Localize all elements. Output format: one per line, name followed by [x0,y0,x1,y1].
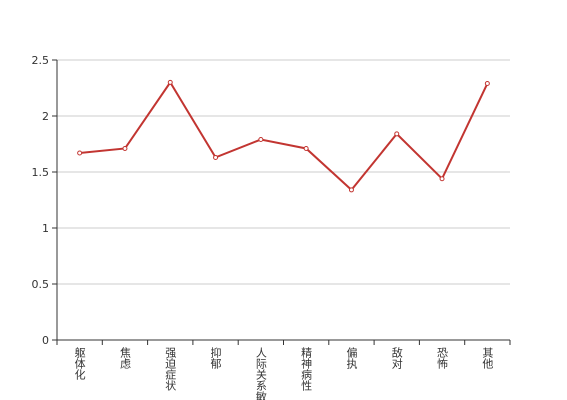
point [167,79,173,85]
x-tick-label: 敌对 [390,346,403,369]
x-tick-label: 焦虑 [118,347,131,369]
x-tick-label: 人际关系敏感 [254,347,267,400]
y-tick-label: 0 [42,334,49,347]
point [394,131,400,137]
point [213,154,219,160]
x-tick-label: 强迫症状 [164,347,177,391]
x-tick-label: 精神病性 [300,347,313,392]
x-tick-label: 恐怖 [436,347,449,369]
point [77,150,83,156]
point [348,187,354,193]
x-tick-label: 偏执 [345,346,358,370]
x-tick-label: 抑郁 [209,346,222,369]
y-tick-label: 2 [42,110,49,123]
point [258,137,264,143]
point [122,145,128,151]
point [484,81,490,87]
line [79,80,489,192]
y-tick-label: 2.5 [32,54,50,67]
x-tick-label: 躯体化 [73,347,86,381]
point [439,176,445,182]
point [303,145,309,151]
y-tick-label: 1.5 [32,166,50,179]
y-tick-label: 0.5 [32,278,50,291]
y-tick-label: 1 [42,222,49,235]
x-tick-label: 其他 [481,347,494,369]
